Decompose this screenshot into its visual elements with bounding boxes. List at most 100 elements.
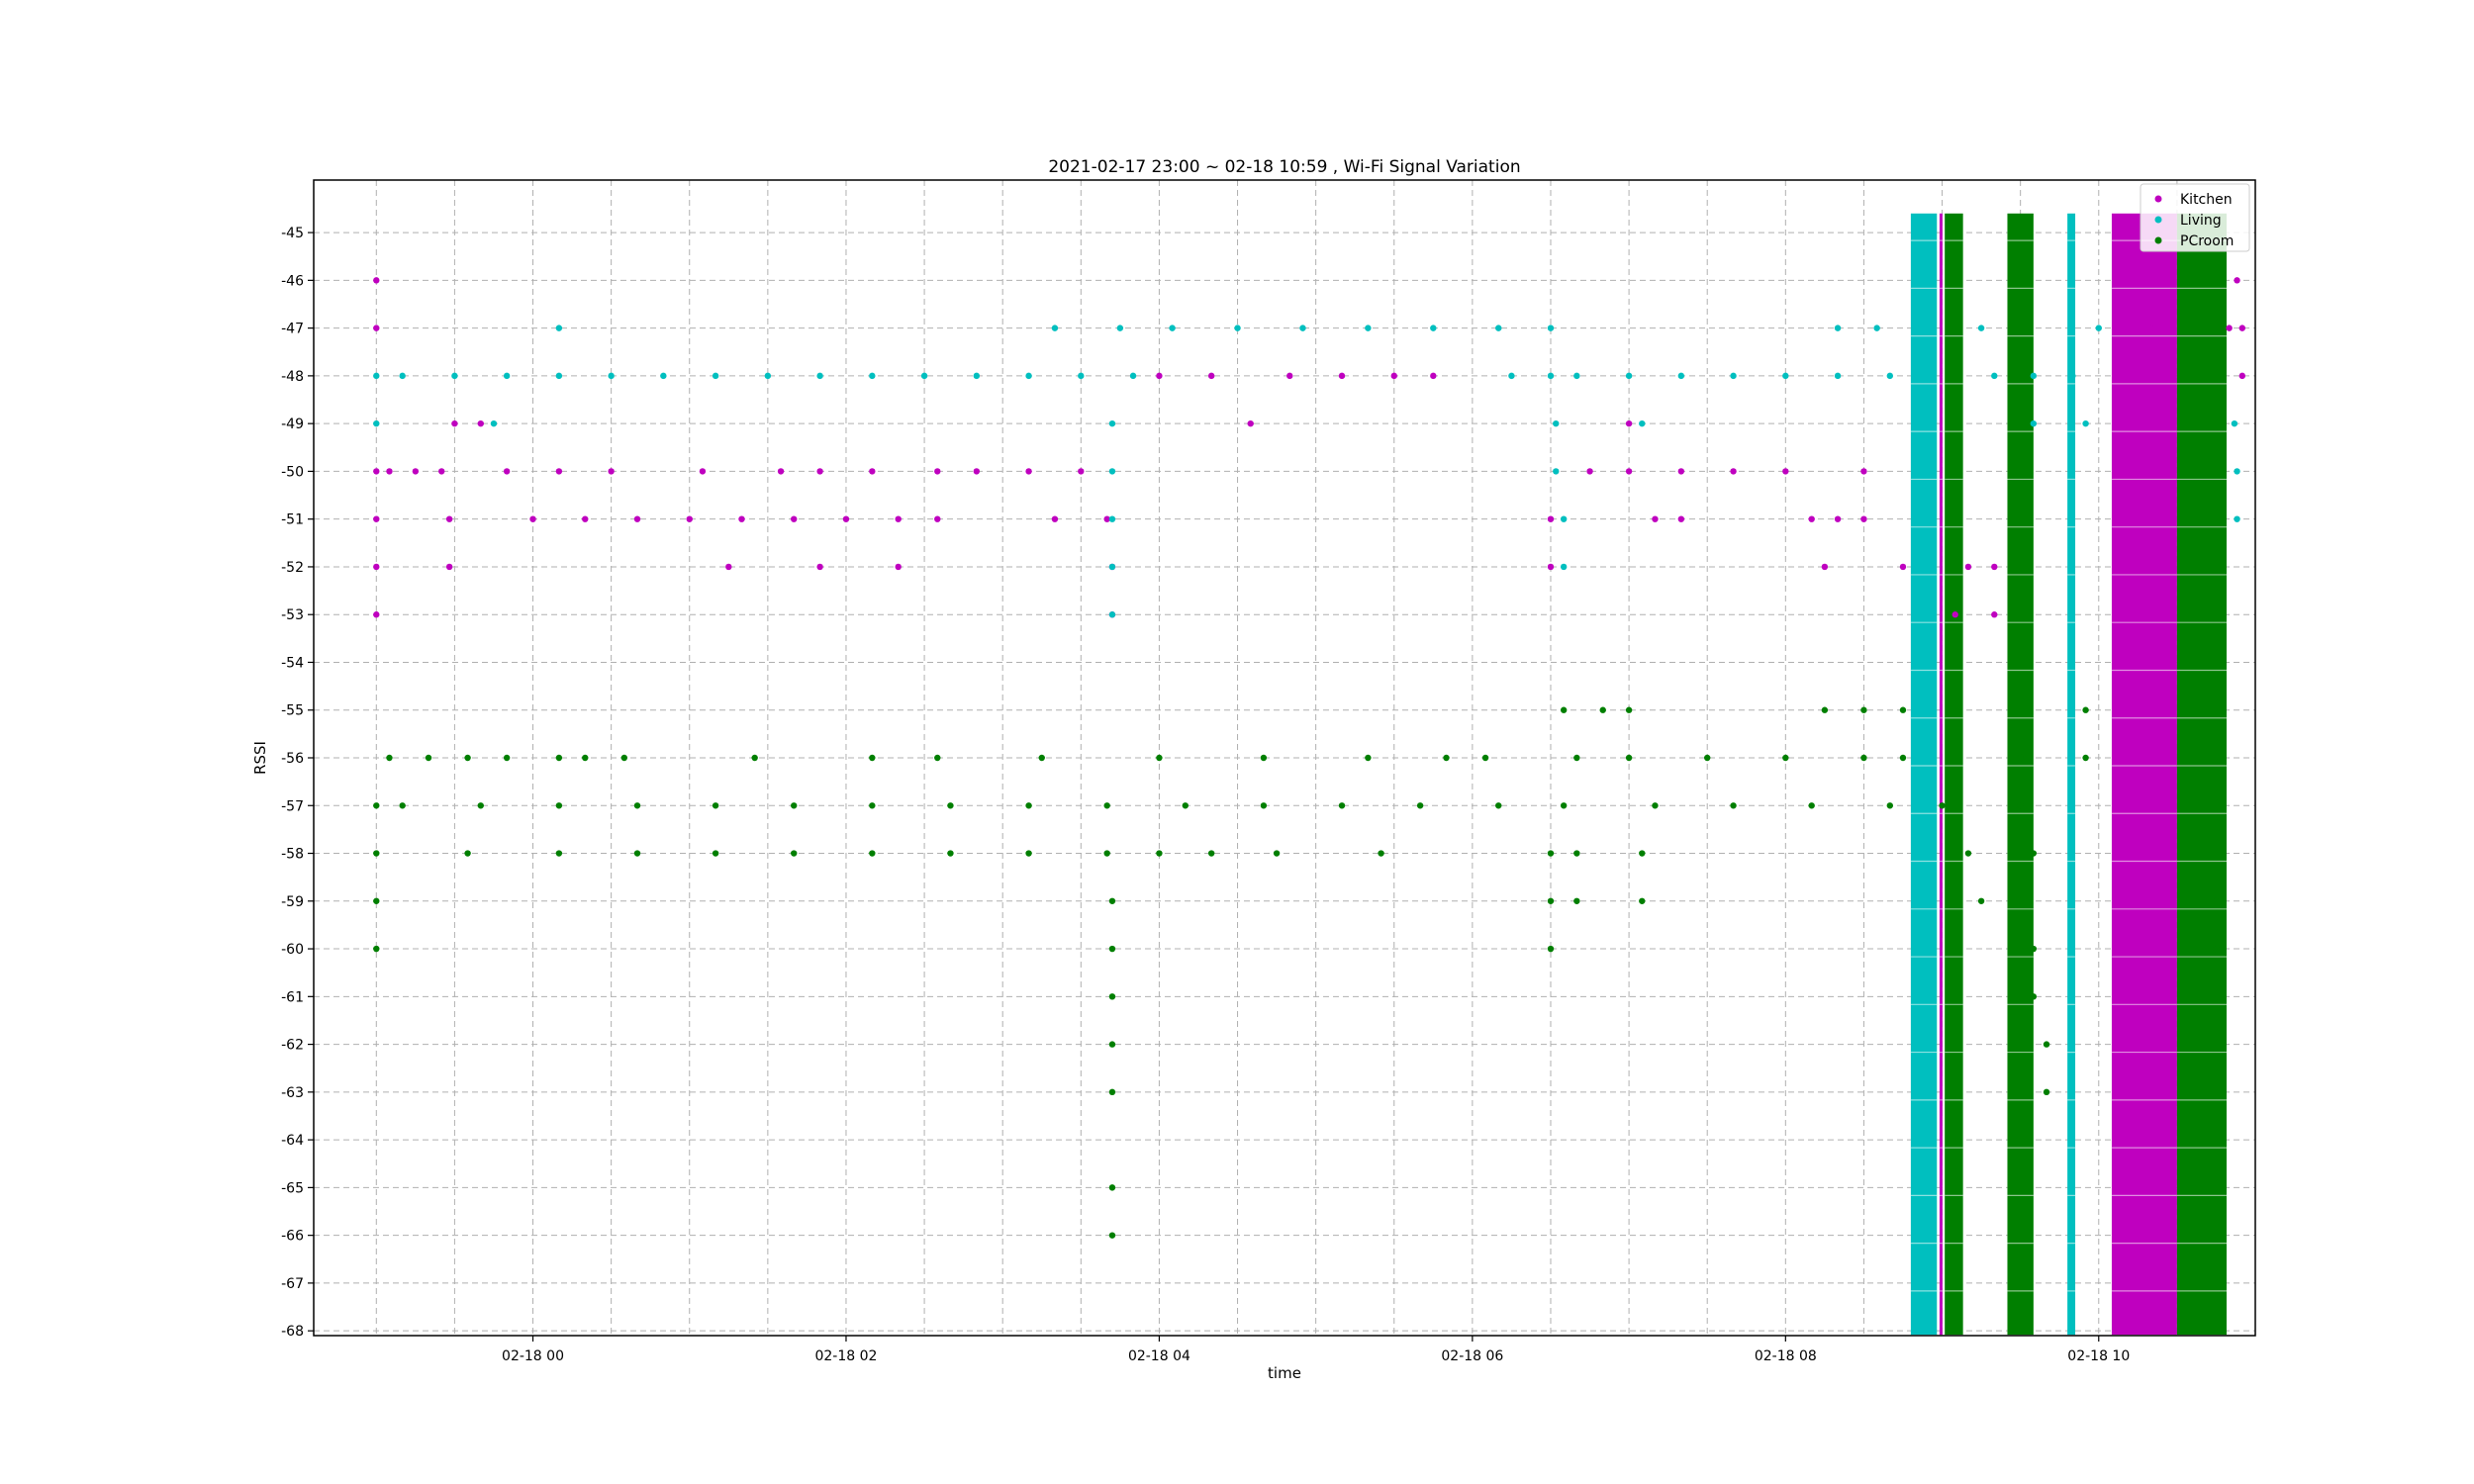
- data-point-pcroom: [947, 850, 954, 857]
- data-point-kitchen: [2147, 325, 2154, 331]
- data-point-pcroom: [555, 802, 563, 809]
- data-point-living: [1365, 325, 1372, 331]
- data-point-living: [1495, 325, 1502, 331]
- data-point-kitchen: [1547, 563, 1555, 571]
- data-point-pcroom: [373, 802, 380, 809]
- data-point-pcroom: [1560, 706, 1568, 713]
- data-point-kitchen: [934, 515, 941, 522]
- data-point-living: [1108, 515, 1116, 522]
- data-point-living: [373, 419, 380, 427]
- data-point-pcroom: [2017, 802, 2024, 809]
- data-point-kitchen: [1207, 372, 1215, 380]
- data-point-living: [555, 325, 563, 331]
- data-point-kitchen: [738, 515, 745, 522]
- data-point-pcroom: [555, 754, 563, 762]
- data-point-pcroom: [2030, 993, 2038, 1000]
- data-point-pcroom: [869, 754, 876, 762]
- data-point-kitchen: [895, 563, 902, 571]
- data-point-kitchen: [686, 515, 693, 522]
- data-point-pcroom: [1103, 802, 1110, 809]
- data-point-pcroom: [1573, 754, 1580, 762]
- x-tick-label: 02-18 00: [502, 1348, 564, 1364]
- data-point-kitchen: [1991, 563, 1998, 571]
- data-point-pcroom: [477, 802, 484, 809]
- data-point-living: [503, 372, 511, 380]
- data-point-kitchen: [1860, 468, 1867, 475]
- y-tick-label: -66: [281, 1229, 304, 1245]
- data-point-pcroom: [1025, 850, 1032, 857]
- data-point-kitchen: [2238, 372, 2246, 380]
- y-tick-label: -60: [281, 942, 304, 958]
- data-point-kitchen: [445, 563, 453, 571]
- data-point-pcroom: [1547, 897, 1555, 904]
- data-point-pcroom: [751, 754, 758, 762]
- data-point-pcroom: [386, 754, 393, 762]
- data-point-pcroom: [1108, 1184, 1116, 1191]
- y-tick-label: -53: [281, 607, 304, 623]
- data-point-pcroom: [2017, 754, 2024, 762]
- data-point-living: [1560, 515, 1568, 522]
- y-axis-ticks: -45 -46 -47 -48 -49 -50 -51 -52 -53 -54 -55 -56 -57 -…: [281, 226, 314, 1340]
- data-point-pcroom: [934, 754, 941, 762]
- data-point-pcroom: [464, 754, 471, 762]
- data-point-kitchen: [1586, 468, 1593, 475]
- data-point-living: [1299, 325, 1306, 331]
- data-point-kitchen: [777, 468, 785, 475]
- y-tick-label: -49: [281, 417, 304, 432]
- data-point-kitchen: [1677, 468, 1685, 475]
- data-point-pcroom: [1573, 850, 1580, 857]
- data-point-pcroom: [2082, 754, 2089, 762]
- data-point-kitchen: [1430, 372, 1437, 380]
- data-point-pcroom: [1625, 754, 1633, 762]
- data-point-living: [1834, 372, 1842, 380]
- data-point-kitchen: [934, 468, 941, 475]
- x-tick-label: 02-18 08: [1755, 1348, 1817, 1364]
- data-point-kitchen: [373, 515, 380, 522]
- data-point-living: [1834, 325, 1842, 331]
- y-tick-label: -63: [281, 1085, 304, 1101]
- dense-band: [1910, 213, 1938, 1336]
- data-point-pcroom: [1704, 754, 1711, 762]
- data-point-living: [2082, 419, 2089, 427]
- data-point-kitchen: [842, 515, 850, 522]
- data-point-pcroom: [1860, 706, 1867, 713]
- data-point-kitchen: [555, 468, 563, 475]
- data-point-kitchen: [973, 468, 981, 475]
- data-point-living: [2030, 419, 2038, 427]
- data-point-pcroom: [1625, 706, 1633, 713]
- data-point-pcroom: [1182, 802, 1189, 809]
- x-tick-label: 02-18 02: [814, 1348, 877, 1364]
- data-point-living: [1108, 563, 1116, 571]
- data-point-kitchen: [412, 468, 420, 475]
- data-point-kitchen: [1677, 515, 1685, 522]
- data-point-living: [816, 372, 823, 380]
- data-point-living: [1025, 372, 1032, 380]
- data-point-pcroom: [791, 802, 798, 809]
- data-point-pcroom: [1547, 945, 1555, 953]
- data-point-pcroom: [1338, 802, 1346, 809]
- data-point-living: [1078, 372, 1085, 380]
- data-point-living: [1886, 372, 1894, 380]
- data-point-living: [1782, 372, 1789, 380]
- data-point-pcroom: [1378, 850, 1384, 857]
- data-point-pcroom: [1443, 754, 1450, 762]
- data-point-kitchen: [1078, 468, 1085, 475]
- data-point-living: [1991, 372, 1998, 380]
- data-point-pcroom: [1939, 802, 1946, 809]
- data-point-pcroom: [555, 850, 563, 857]
- data-point-kitchen: [477, 419, 484, 427]
- data-point-pcroom: [1495, 802, 1502, 809]
- data-point-living: [920, 372, 928, 380]
- data-point-pcroom: [2043, 1088, 2050, 1096]
- data-point-pcroom: [633, 850, 641, 857]
- data-point-living: [1977, 325, 1985, 331]
- data-point-living: [1547, 325, 1555, 331]
- data-point-pcroom: [399, 802, 406, 809]
- legend-marker-living: [2154, 216, 2162, 224]
- data-point-pcroom: [1365, 754, 1372, 762]
- data-point-living: [1430, 325, 1437, 331]
- data-point-kitchen: [1338, 372, 1346, 380]
- data-point-living: [973, 372, 981, 380]
- data-point-kitchen: [582, 515, 589, 522]
- x-tick-label: 02-18 06: [1441, 1348, 1503, 1364]
